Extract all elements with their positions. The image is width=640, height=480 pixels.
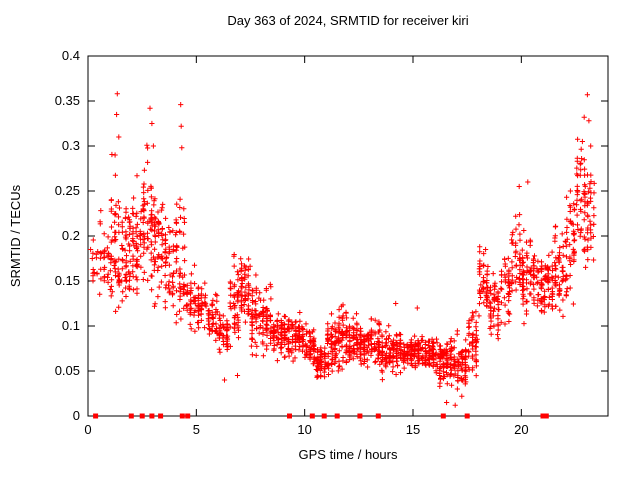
x-tick-label: 5 xyxy=(193,422,200,437)
x-tick-label: 15 xyxy=(406,422,420,437)
y-axis-ticks xyxy=(88,55,608,417)
y-tick-label: 0.25 xyxy=(55,183,80,198)
y-axis-label: SRMTID / TECUs xyxy=(8,184,23,288)
x-tick-label: 20 xyxy=(514,422,528,437)
chart-title: Day 363 of 2024, SRMTID for receiver kir… xyxy=(227,13,469,28)
data-points xyxy=(88,91,597,408)
y-tick-label: 0.05 xyxy=(55,363,80,378)
y-tick-label: 0.3 xyxy=(62,138,80,153)
y-tick-label: 0.4 xyxy=(62,48,80,63)
y-axis-tick-labels: 0 0.05 0.1 0.15 0.2 0.25 0.3 0.35 0.4 xyxy=(55,48,80,423)
y-tick-label: 0 xyxy=(73,408,80,423)
x-axis-tick-labels: 0 5 10 15 20 xyxy=(84,422,528,437)
x-axis-ticks xyxy=(87,56,522,416)
x-tick-label: 10 xyxy=(297,422,311,437)
x-axis-label: GPS time / hours xyxy=(298,447,398,462)
y-tick-label: 0.2 xyxy=(62,228,80,243)
y-tick-label: 0.35 xyxy=(55,93,80,108)
y-tick-label: 0.1 xyxy=(62,318,80,333)
baseline-markers xyxy=(93,413,549,419)
y-tick-label: 0.15 xyxy=(55,273,80,288)
x-tick-label: 0 xyxy=(84,422,91,437)
